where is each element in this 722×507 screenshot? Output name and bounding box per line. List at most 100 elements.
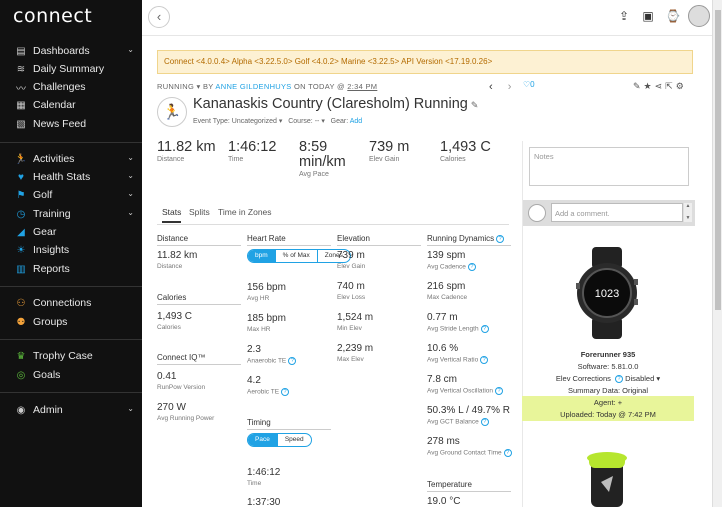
elev-corrections-value[interactable]: Disabled <box>625 374 655 383</box>
author-link[interactable]: ANNE GILDENHUYS <box>215 82 292 91</box>
info-icon[interactable]: ? <box>288 357 297 365</box>
sidebar: connect ▤ Dashboards ⌄ ≋ Daily Summary 〰 Chall… <box>0 0 142 507</box>
inbox-icon[interactable]: ▣ <box>642 9 654 23</box>
device-icon[interactable]: ⌚ <box>665 9 681 23</box>
info-icon[interactable]: ? <box>281 388 290 396</box>
share-icon[interactable]: ⋖ <box>654 81 666 91</box>
stat-value: 7.8 cm <box>427 374 458 385</box>
prev-activity-icon[interactable]: ‹ <box>489 81 493 93</box>
stat-value: 278 ms <box>427 436 460 447</box>
sidebar-item-reports[interactable]: ▥ Reports <box>0 260 142 278</box>
device-name[interactable]: Forerunner 935 <box>580 350 636 359</box>
info-icon[interactable]: ? <box>495 387 503 395</box>
connect-logo[interactable]: connect <box>13 5 93 27</box>
summary-label: Calories <box>440 156 466 163</box>
sidebar-item-goals[interactable]: ◎ Goals <box>0 366 142 384</box>
sidebar-item-gear[interactable]: ◢ Gear <box>0 223 142 241</box>
sidebar-item-daily-summary[interactable]: ≋ Daily Summary <box>0 60 142 78</box>
edit-icon[interactable]: ✎ <box>633 81 644 91</box>
activity-time[interactable]: 2:34 PM <box>347 82 378 91</box>
user-avatar[interactable] <box>688 5 710 27</box>
chevron-down-icon[interactable]: ▾ <box>196 82 203 91</box>
sidebar-item-connections[interactable]: ⚇ Connections <box>0 294 142 312</box>
section-connect-iq-title: Connect IQ™ <box>157 353 241 365</box>
stat-label: Elev Loss <box>337 294 366 301</box>
gear-label: Gear: <box>330 118 349 125</box>
hr-toggle-zones[interactable]: Zones <box>316 250 350 262</box>
right-panel: Notes Add a comment. ▲ ▼ <box>522 141 695 507</box>
settings-gear-icon[interactable]: ⚙ <box>675 81 687 91</box>
chevron-down-icon[interactable]: ⌄ <box>127 208 134 217</box>
star-icon[interactable]: ★ <box>643 81 655 91</box>
stat-value: 4.2 <box>247 375 261 386</box>
sidebar-divider <box>0 339 142 340</box>
sidebar-item-activities[interactable]: 🏃 Activities ⌄ <box>0 150 142 168</box>
hr-toggle-percent-max[interactable]: % of Max <box>274 250 317 262</box>
timing-toggle-speed[interactable]: Speed <box>276 434 311 446</box>
sidebar-item-insights[interactable]: ☀ Insights <box>0 241 142 259</box>
info-icon[interactable]: ? <box>614 375 623 384</box>
back-button[interactable]: ‹ <box>148 6 170 28</box>
sidebar-item-label: Gear <box>33 226 57 238</box>
course-value[interactable]: -- <box>314 118 320 125</box>
sidebar-item-health-stats[interactable]: ♥ Health Stats ⌄ <box>0 168 142 186</box>
info-icon[interactable]: ? <box>503 449 512 457</box>
next-activity-icon[interactable]: › <box>507 81 512 93</box>
tab-stats[interactable]: Stats <box>162 207 182 223</box>
sidebar-item-training[interactable]: ◷ Training ⌄ <box>0 205 142 223</box>
elev-corrections: Elev Corrections ? Disabled ▾ <box>555 374 661 384</box>
summary-calories: 1,493 C Calories <box>440 140 491 164</box>
sidebar-item-admin[interactable]: ◉ Admin ⌄ <box>0 401 142 419</box>
pencil-icon[interactable]: ✎ <box>470 100 479 110</box>
activity-title-text[interactable]: Kananaskis Country (Claresholm) Running <box>193 96 468 112</box>
bar-chart-icon: ▥ <box>16 263 26 275</box>
chevron-down-icon[interactable]: ⌄ <box>127 189 134 198</box>
sidebar-item-groups[interactable]: ⚉ Groups <box>0 313 142 331</box>
stat-calories: 1,493 C Calories <box>157 311 192 331</box>
timing-toggle-pace[interactable]: Pace <box>248 434 277 446</box>
sidebar-item-news-feed[interactable]: ▧ News Feed <box>0 115 142 133</box>
sidebar-item-trophy-case[interactable]: ♛ Trophy Case <box>0 347 142 365</box>
comment-input[interactable]: Add a comment. <box>551 203 683 222</box>
info-icon[interactable]: ? <box>480 356 489 364</box>
sidebar-item-golf[interactable]: ⚑ Golf ⌄ <box>0 186 142 204</box>
event-type-value[interactable]: Uncategorized <box>231 118 277 125</box>
gear-add-link[interactable]: Add <box>349 118 363 125</box>
hr-toggle-bpm[interactable]: bpm <box>248 250 275 262</box>
activity-type[interactable]: RUNNING <box>157 82 195 91</box>
chevron-down-icon[interactable]: ⌄ <box>127 171 134 180</box>
sidebar-item-dashboards[interactable]: ▤ Dashboards ⌄ <box>0 42 142 60</box>
stat-value: 139 spm <box>427 250 466 261</box>
stat-label: Anaerobic TE? <box>247 357 297 365</box>
stat-elev-loss: 740 m Elev Loss <box>337 281 365 301</box>
sidebar-item-challenges[interactable]: 〰 Challenges <box>0 78 142 96</box>
notes-field[interactable]: Notes <box>529 147 689 186</box>
comment-bar: Add a comment. ▲ ▼ <box>523 200 695 226</box>
tab-time-in-zones[interactable]: Time in Zones <box>218 207 272 217</box>
scroll-thumb[interactable] <box>715 10 721 310</box>
stat-label: Min Elev <box>337 325 362 332</box>
activity-title[interactable]: Kananaskis Country (Claresholm) Running ✎ <box>193 96 478 112</box>
chevron-down-icon[interactable]: ⌄ <box>127 404 134 413</box>
chevron-down-icon[interactable]: ⌄ <box>127 45 134 54</box>
page-scrollbar[interactable] <box>712 0 722 507</box>
upload-icon[interactable]: ⇪ <box>618 9 630 23</box>
tab-splits[interactable]: Splits <box>189 207 210 217</box>
info-icon[interactable]: ? <box>467 263 476 271</box>
info-icon[interactable]: ? <box>496 234 505 243</box>
summary-time: 1:46:12 Time <box>228 140 276 164</box>
chevron-down-icon[interactable]: ⌄ <box>127 153 134 162</box>
stat-label: Elev Gain <box>337 263 366 270</box>
sidebar-item-label: Goals <box>33 369 61 381</box>
sidebar-item-calendar[interactable]: ▦ Calendar <box>0 96 142 114</box>
comment-scrollbar[interactable]: ▲ ▼ <box>684 203 692 222</box>
stat-label-text: Avg Ground Contact Time <box>427 449 502 457</box>
stat-label: Max Cadence <box>427 294 468 301</box>
export-icon[interactable]: ⇱ <box>665 81 676 91</box>
info-icon[interactable]: ? <box>480 325 489 333</box>
stat-value: 270 W <box>157 402 186 413</box>
stat-value: 10.6 % <box>427 343 459 354</box>
info-icon[interactable]: ? <box>480 418 489 426</box>
stat-stride-length: 0.77 m Avg Stride Length? <box>427 312 489 333</box>
like-button[interactable]: ♡0 <box>523 80 535 89</box>
